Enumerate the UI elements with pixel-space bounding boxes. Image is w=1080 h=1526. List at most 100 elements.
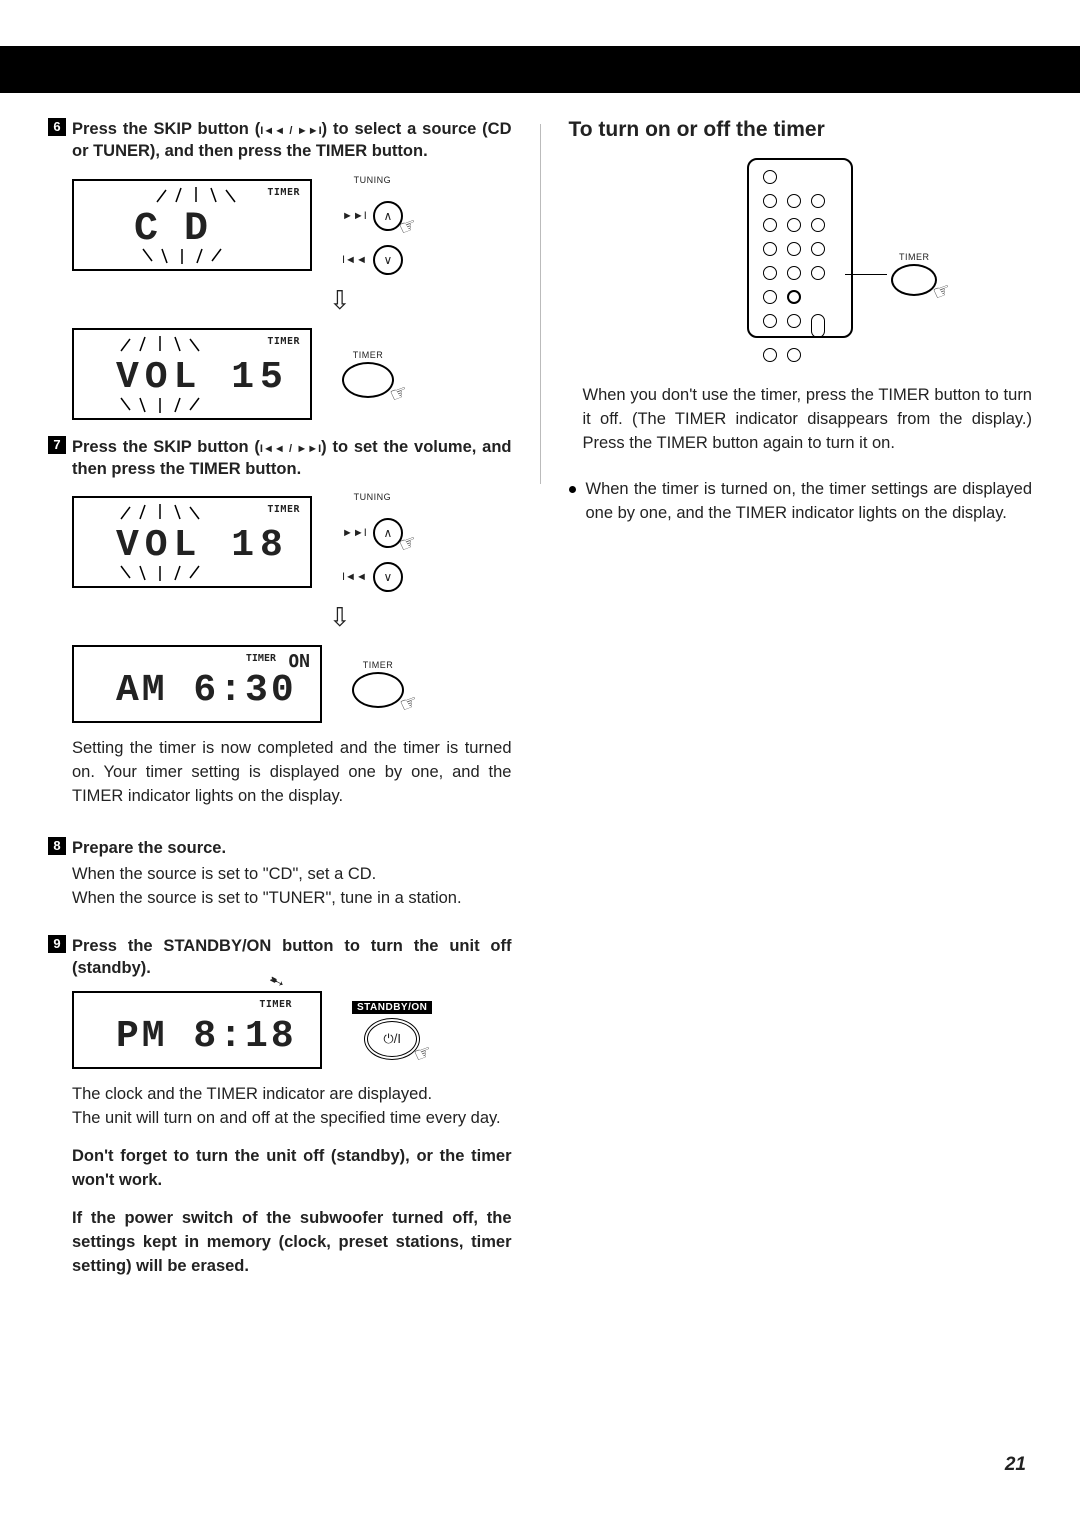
step-8-title: Prepare the source. [72, 837, 512, 859]
right-para: When you don't use the timer, press the … [583, 384, 1033, 456]
arrow-down-icon: ⇩ [168, 285, 512, 316]
blink-rays-icon [152, 186, 262, 204]
tuning-buttons: TUNING ►►I ∧ I◄◄ ∨ [342, 492, 403, 592]
lcd-text: VOL 15 [116, 356, 289, 399]
step-8: 8 Prepare the source. When the source is… [48, 837, 512, 911]
bullet-item: When the timer is turned on, the timer s… [569, 478, 1033, 526]
remote-button [811, 266, 825, 280]
standby-button[interactable]: ⏻/I [364, 1018, 420, 1060]
skip-back-icon: I◄◄ [342, 571, 367, 583]
remote-control: TIMER [747, 158, 853, 338]
section-heading: To turn on or off the timer [569, 118, 1033, 142]
power-icon: ⏻/I [383, 1031, 401, 1047]
timer-label: TIMER [353, 350, 384, 360]
step-9-after2: The unit will turn on and off at the spe… [72, 1107, 512, 1131]
step-6: 6 Press the SKIP button (I◄◄ / ►►I) to s… [48, 118, 512, 163]
remote-button [787, 348, 801, 362]
hand-icon [395, 529, 420, 559]
skip-forward-icon: ►►I [342, 527, 367, 539]
timer-callout: TIMER [845, 252, 937, 296]
remote-button [763, 170, 777, 184]
hand-icon [395, 211, 420, 241]
remote-button [763, 266, 777, 280]
illustration-6a: TIMER C D TUNING ►►I ∧ I◄◄ ∨ [72, 175, 512, 275]
illustration-9: ➸ TIMER PM 8:18 STANDBY/ON ⏻/I [72, 991, 512, 1069]
timer-button[interactable] [342, 362, 394, 398]
column-divider [540, 124, 541, 484]
lcd-display: TIMER ON AM 6:30 [72, 645, 322, 723]
remote-button [763, 348, 777, 362]
timer-indicator: TIMER [259, 999, 292, 1010]
page-content: 6 Press the SKIP button (I◄◄ / ►►I) to s… [48, 118, 1032, 1279]
blink-rays-icon [116, 335, 256, 353]
step-6-title: Press the SKIP button (I◄◄ / ►►I) to sel… [72, 118, 512, 163]
text: Press the SKIP button ( [72, 120, 260, 138]
timer-indicator: TIMER [267, 187, 300, 198]
remote-button [787, 194, 801, 208]
step-9-note2: If the power switch of the subwoofer tur… [72, 1207, 512, 1279]
bullet-text: When the timer is turned on, the timer s… [586, 478, 1033, 526]
timer-button[interactable] [891, 264, 937, 296]
hand-icon [396, 689, 421, 719]
tuning-label: TUNING [342, 492, 403, 502]
skip-back-icon: I◄◄ [342, 254, 367, 266]
remote-button [811, 314, 825, 338]
step-9-note1: Don't forget to turn the unit off (stand… [72, 1145, 512, 1193]
timer-indicator: TIMER [267, 504, 300, 515]
step-number: 8 [48, 837, 66, 855]
hand-icon [930, 277, 955, 307]
tuning-up-button[interactable]: ∧ [373, 201, 403, 231]
tuning-down-button[interactable]: ∨ [373, 245, 403, 275]
skip-icons: I◄◄ / ►►I [260, 125, 321, 137]
tuning-down-button[interactable]: ∨ [373, 562, 403, 592]
step-7-title: Press the SKIP button (I◄◄ / ►►I) to set… [72, 436, 512, 481]
lcd-display: TIMER VOL 15 [72, 328, 312, 420]
remote-button [763, 194, 777, 208]
step-number: 7 [48, 436, 66, 454]
remote-button [763, 218, 777, 232]
skip-forward-icon: ►►I [342, 210, 367, 222]
pointer-line [845, 274, 887, 275]
illustration-6b: TIMER VOL 15 TIMER [72, 328, 512, 420]
lcd-display: TIMER C D [72, 179, 312, 271]
blink-rays-icon [116, 396, 256, 414]
timer-label: TIMER [899, 252, 930, 262]
remote-button [787, 314, 801, 328]
remote-button [787, 218, 801, 232]
timer-indicator: TIMER [246, 653, 276, 664]
illustration-7a: TIMER VOL 18 TUNING ►►I ∧ I◄◄ ∨ [72, 492, 512, 592]
hand-icon [386, 378, 411, 408]
hand-icon [411, 1039, 436, 1069]
step-number: 6 [48, 118, 66, 136]
remote-button [811, 242, 825, 256]
remote-button [763, 242, 777, 256]
remote-button [763, 290, 777, 304]
step-9-title: Press the STANDBY/ON button to turn the … [72, 935, 512, 980]
timer-indicator: TIMER [267, 336, 300, 347]
remote-button [763, 314, 777, 328]
timer-label: TIMER [363, 660, 394, 670]
illustration-7b: TIMER ON AM 6:30 TIMER [72, 645, 512, 723]
left-column: 6 Press the SKIP button (I◄◄ / ►►I) to s… [48, 118, 512, 1279]
step-7-para: Setting the timer is now completed and t… [72, 737, 512, 809]
lcd-text: VOL 18 [116, 524, 289, 567]
remote-illustration: TIMER [569, 158, 1033, 356]
remote-button [811, 194, 825, 208]
remote-timer-button[interactable] [787, 290, 801, 304]
tuning-buttons: TUNING ►►I ∧ I◄◄ ∨ [342, 175, 403, 275]
timer-button-group: TIMER [352, 660, 404, 708]
timer-button[interactable] [352, 672, 404, 708]
skip-icons: I◄◄ / ►►I [260, 443, 321, 455]
lcd-text: AM 6:30 [116, 669, 297, 712]
bullet-icon [569, 486, 576, 493]
standby-button-group: STANDBY/ON ⏻/I [352, 1001, 432, 1060]
lcd-display: TIMER VOL 18 [72, 496, 312, 588]
right-column: To turn on or off the timer TIMER [569, 118, 1033, 1279]
tuning-up-button[interactable]: ∧ [373, 518, 403, 548]
lcd-display: ➸ TIMER PM 8:18 [72, 991, 322, 1069]
step-8-line1: When the source is set to "CD", set a CD… [72, 863, 512, 887]
step-number: 9 [48, 935, 66, 953]
timer-button-group: TIMER [342, 350, 394, 398]
text: Press the SKIP button ( [72, 438, 260, 456]
lcd-text: PM 8:18 [116, 1015, 297, 1058]
